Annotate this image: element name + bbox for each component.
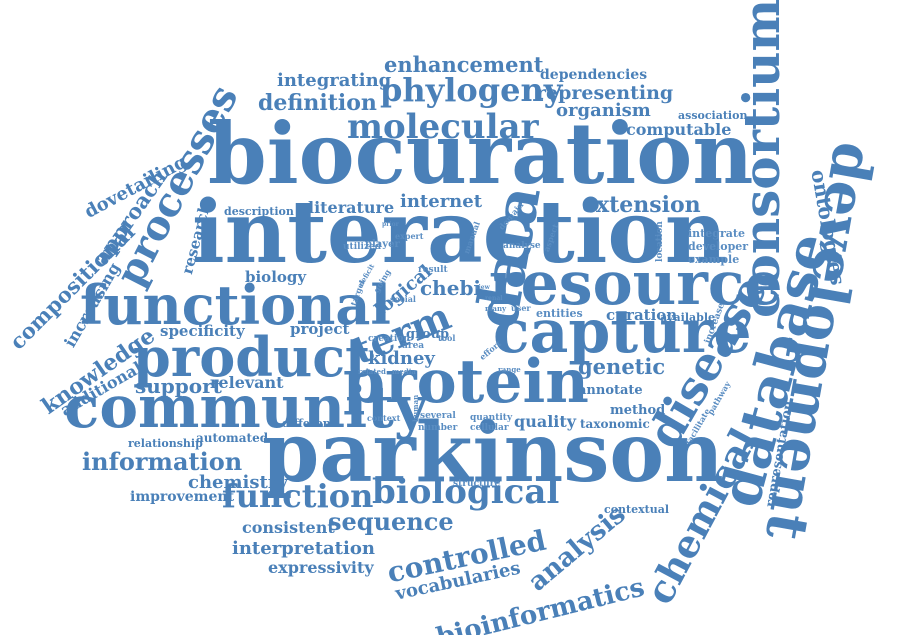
word-specificity: specificity (160, 322, 245, 340)
word-curation: curation (606, 306, 678, 324)
word-interaction: interaction (192, 182, 728, 283)
word-biocuration: biocuration (208, 104, 754, 203)
word-parkinson: parkinson (262, 405, 724, 501)
word-support: support (135, 374, 222, 398)
word-chemistry: chemistry (188, 472, 288, 493)
word-organism: organism (556, 100, 651, 121)
word-location: location (655, 221, 665, 262)
word-annotate: annotate (578, 383, 643, 398)
word-computable: computable (626, 120, 732, 139)
word-player: player (365, 239, 400, 250)
word-description: description (224, 205, 294, 218)
word-information: information (82, 447, 243, 476)
word-functional: functional (80, 273, 391, 337)
word-utilized: utilized (343, 242, 382, 252)
word-internet: internet (400, 191, 483, 212)
word-user: user (511, 303, 531, 313)
word-group: group (406, 327, 450, 342)
word-genetic: genetic (578, 354, 666, 379)
word-relevant: relevant (210, 373, 284, 392)
word-sequence: sequence (328, 507, 454, 536)
word-association: association (678, 109, 748, 122)
word-result: result (418, 265, 448, 275)
word-resource: resource (489, 249, 783, 319)
word-dependencies: dependencies (540, 67, 648, 83)
word-context: context (367, 413, 401, 423)
word-chebi: chebi (420, 276, 482, 300)
word-media: media (392, 367, 416, 376)
word-renal: renal (485, 295, 503, 302)
word-improvement: improvement (130, 489, 235, 505)
word-enhancement: enhancement (384, 52, 544, 77)
word-tool: tool (438, 333, 456, 343)
word-project: project (290, 320, 350, 338)
word-developer: developer (688, 240, 749, 253)
word-molecular: molecular (347, 107, 539, 147)
word-structure: structure (453, 479, 501, 489)
word-relationship: relationship (128, 437, 203, 450)
word-range: range (498, 365, 521, 374)
word-cellular: cellular (470, 423, 509, 433)
word-entities: entities (536, 307, 583, 320)
word-community: community (64, 373, 428, 441)
word-product: product (133, 325, 371, 389)
word-method: method (610, 403, 666, 418)
word-consistent: consistent (242, 518, 335, 537)
word-social: social (390, 294, 416, 304)
word-related: related (358, 367, 386, 376)
word-automated: automated (196, 431, 269, 445)
word-extension: extension (582, 192, 701, 218)
word-integrating: integrating (277, 70, 392, 91)
word-capture: capture (493, 297, 752, 367)
word-expressivity: expressivity (268, 558, 374, 577)
word-different: different (282, 417, 336, 430)
word-quantity: quantity (470, 413, 513, 423)
word-number: number (418, 423, 458, 433)
word-several: several (420, 411, 456, 421)
word-analyse: analyse (503, 241, 541, 251)
word-expert: expert (395, 231, 424, 241)
word-example: example (688, 253, 740, 266)
word-integrate: integrate (688, 227, 745, 240)
word-creation: creation (368, 334, 410, 344)
word-phylogeny: phylogeny (380, 71, 563, 109)
word-representing: representing (536, 82, 674, 104)
word-protein: protein (343, 347, 589, 417)
word-area: area (402, 341, 425, 351)
word-biological: biological (372, 472, 560, 512)
word-human: human (411, 394, 420, 422)
word-quality: quality (514, 412, 577, 431)
word-function: function (222, 477, 374, 515)
word-available: available (660, 311, 715, 324)
word-prior: prior (382, 221, 399, 228)
word-many: many (485, 304, 507, 313)
word-view: view (475, 284, 490, 291)
word-biology: biology (245, 268, 307, 286)
word-contextual: contextual (604, 503, 670, 516)
word-definition: definition (258, 90, 377, 116)
word-kidney: kidney (368, 348, 435, 369)
word-taxonomic: taxonomic (580, 417, 650, 431)
word-interpretation: interpretation (232, 538, 375, 559)
word-literature: literature (308, 198, 395, 217)
